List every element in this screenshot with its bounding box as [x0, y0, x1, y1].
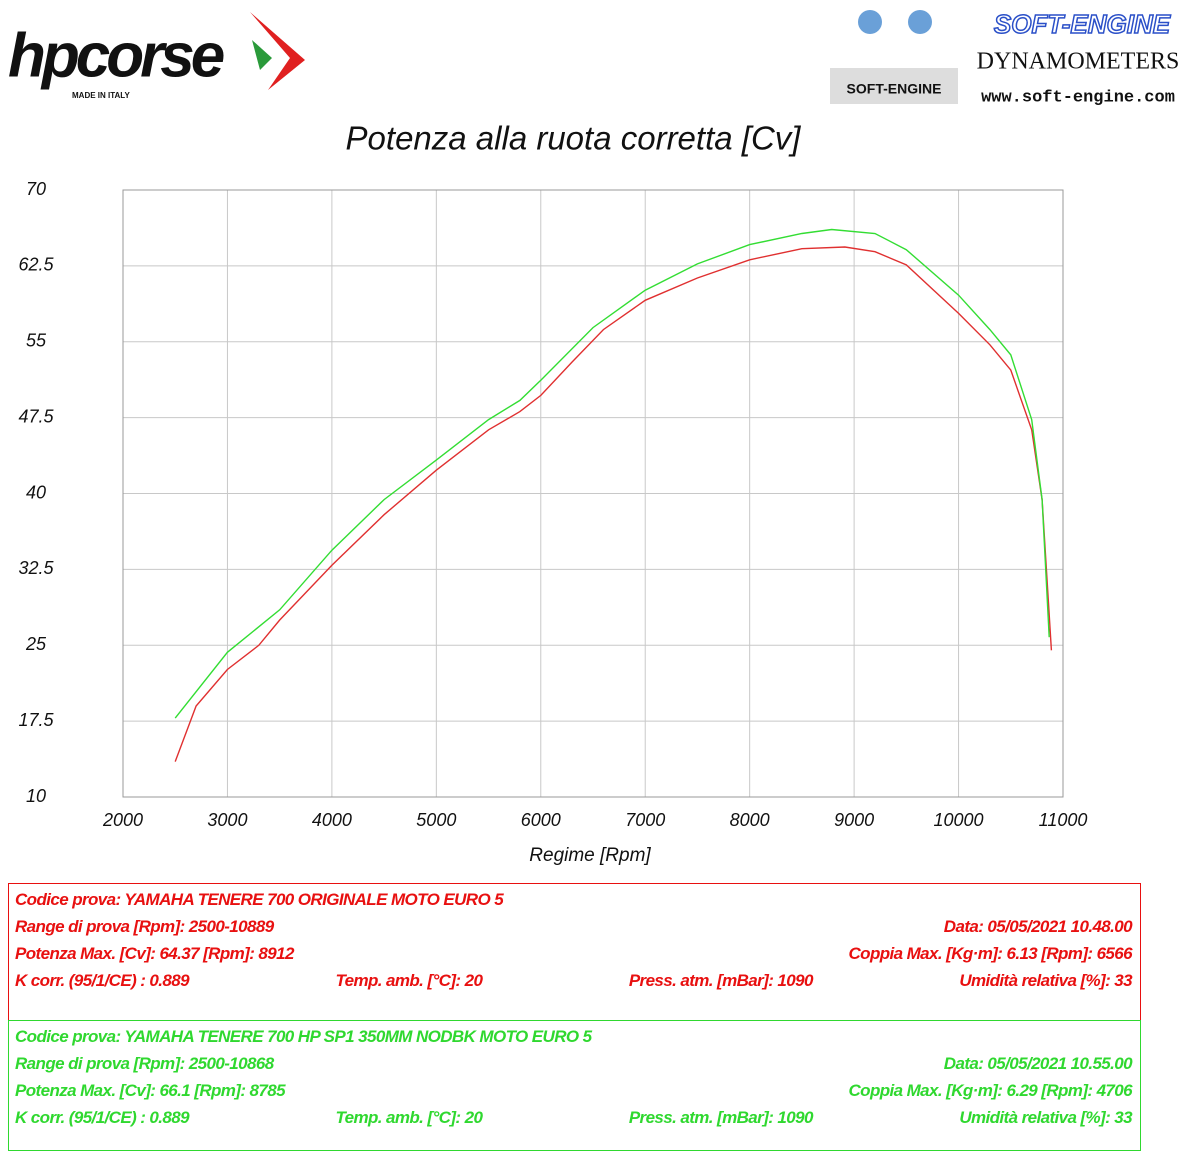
- info-text: Press. atm. [mBar]: 1090: [628, 970, 814, 990]
- brand-tagline: MADE IN ITALY: [72, 91, 130, 100]
- logo-swoosh: [252, 40, 272, 70]
- info-text: K corr. (95/1/CE) : 0.889: [15, 970, 190, 990]
- info-text: Potenza Max. [Cv]: 66.1 [Rpm]: 8785: [15, 1080, 286, 1100]
- y-tick-label: 25: [25, 634, 47, 654]
- x-tick-label: 6000: [521, 810, 561, 830]
- x-tick-label: 8000: [730, 810, 770, 830]
- info-text: Temp. amb. [°C]: 20: [335, 1107, 483, 1127]
- x-tick-label: 7000: [625, 810, 665, 830]
- plot-border: [122, 189, 1064, 798]
- info-text: Codice prova: YAMAHA TENERE 700 HP SP1 3…: [15, 1026, 592, 1046]
- x-tick-label: 5000: [416, 810, 456, 830]
- info-text: Potenza Max. [Cv]: 64.37 [Rpm]: 8912: [15, 943, 294, 963]
- y-tick-label: 70: [26, 179, 46, 199]
- x-tick-label: 11000: [1039, 810, 1088, 830]
- x-tick-label: 10000: [934, 810, 984, 830]
- test-box: Codice prova: YAMAHA TENERE 700 ORIGINAL…: [8, 883, 1141, 1021]
- info-text: Range di prova [Rpm]: 2500-10889: [15, 916, 274, 936]
- info-row: Potenza Max. [Cv]: 64.37 [Rpm]: 8912 Copp…: [15, 940, 1133, 967]
- info-row: K corr. (95/1/CE) : 0.889 Temp. amb. [°C]…: [15, 967, 1133, 994]
- x-tick-label: 2000: [102, 810, 143, 830]
- info-row: K corr. (95/1/CE) : 0.889 Temp. amb. [°C]…: [15, 1104, 1133, 1131]
- dyno-badge: SOFT-ENGINE: [847, 81, 942, 97]
- info-row: Range di prova [Rpm]: 2500-10868 Data: 05…: [15, 1050, 1133, 1077]
- power-line: [174, 246, 1053, 762]
- dyno-url: www.soft-engine.com: [981, 88, 1175, 107]
- info-row: Potenza Max. [Cv]: 66.1 [Rpm]: 8785 Coppi…: [15, 1077, 1133, 1104]
- y-tick-label: 47.5: [18, 406, 54, 426]
- chart-title: Potenza alla ruota corretta [Cv]: [346, 120, 802, 157]
- info-text: Data: 05/05/2021 10.55.00: [943, 1053, 1133, 1073]
- info-text: Codice prova: YAMAHA TENERE 700 ORIGINAL…: [15, 889, 504, 909]
- info-text: Umidità relativa [%]: 33: [959, 1107, 1132, 1127]
- info-text: K corr. (95/1/CE) : 0.889: [15, 1107, 190, 1127]
- piston-icon: [908, 10, 932, 34]
- info-text: Umidità relativa [%]: 33: [959, 970, 1132, 990]
- y-tick-label: 17.5: [18, 710, 54, 730]
- info-text: Coppia Max. [Kg·m]: 6.29 [Rpm]: 4706: [848, 1080, 1132, 1100]
- info-text: Range di prova [Rpm]: 2500-10868: [15, 1053, 274, 1073]
- x-tick-label: 4000: [312, 810, 352, 830]
- y-tick-label: 55: [26, 331, 47, 351]
- info-text: Press. atm. [mBar]: 1090: [628, 1107, 814, 1127]
- dyno-badge-bg: [830, 68, 958, 104]
- info-text: Coppia Max. [Kg·m]: 6.13 [Rpm]: 6566: [848, 943, 1132, 963]
- brand-logo: hpcorse: [8, 21, 224, 90]
- y-tick-label: 10: [26, 786, 46, 806]
- dyno-brand: SOFT-ENGINE: [994, 9, 1171, 39]
- y-tick-label: 62.5: [18, 255, 54, 275]
- power-line: [174, 228, 1050, 719]
- piston-icon: [858, 10, 882, 34]
- x-tick-label: 3000: [207, 810, 247, 830]
- info-text: Temp. amb. [°C]: 20: [335, 970, 483, 990]
- logo-swoosh: [250, 12, 305, 90]
- x-axis-label: Regime [Rpm]: [529, 845, 651, 866]
- x-tick-label: 9000: [834, 810, 874, 830]
- test-box: Codice prova: YAMAHA TENERE 700 HP SP1 3…: [8, 1020, 1141, 1151]
- y-tick-label: 32.5: [18, 558, 54, 578]
- y-tick-label: 40: [26, 482, 46, 502]
- dyno-subtitle: DYNAMOMETERS: [977, 49, 1180, 75]
- chart: hpcorse MADE IN ITALY SOFT-ENGINE DYNAMO…: [8, 8, 1180, 866]
- info-row: Range di prova [Rpm]: 2500-10889 Data: 05…: [15, 913, 1133, 940]
- info-row: Codice prova: YAMAHA TENERE 700 HP SP1 3…: [15, 1023, 1132, 1050]
- info-row: Codice prova: YAMAHA TENERE 700 ORIGINAL…: [15, 886, 1132, 913]
- info-text: Data: 05/05/2021 10.48.00: [943, 916, 1133, 936]
